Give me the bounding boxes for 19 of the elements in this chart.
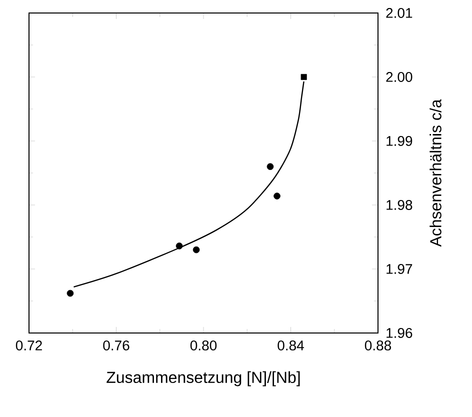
y-tick-label: 2.01 — [386, 8, 412, 18]
x-axis-title: Zusammensetzung [N]/[Nb] — [106, 371, 300, 386]
point — [66, 290, 74, 297]
y-axis-title: Achsenverhältnis c/a — [430, 99, 442, 247]
point — [274, 192, 280, 200]
y-tick-label: 1.99 — [386, 136, 412, 146]
x-tick-label: 0.80 — [190, 340, 217, 350]
point — [300, 74, 307, 80]
y-tick-label: 2.00 — [386, 72, 412, 82]
point — [192, 246, 200, 254]
point — [266, 163, 274, 170]
y-tick-label: 1.97 — [386, 264, 412, 274]
x-tick-label: 0.72 — [16, 340, 42, 350]
x-tick-label: 0.84 — [278, 340, 304, 350]
point — [176, 242, 183, 250]
y-tick-label: 1.98 — [386, 200, 412, 210]
y-tick-label: 1.96 — [386, 328, 412, 338]
x-tick-label: 0.88 — [364, 340, 392, 350]
x-tick-label: 0.76 — [103, 340, 130, 350]
